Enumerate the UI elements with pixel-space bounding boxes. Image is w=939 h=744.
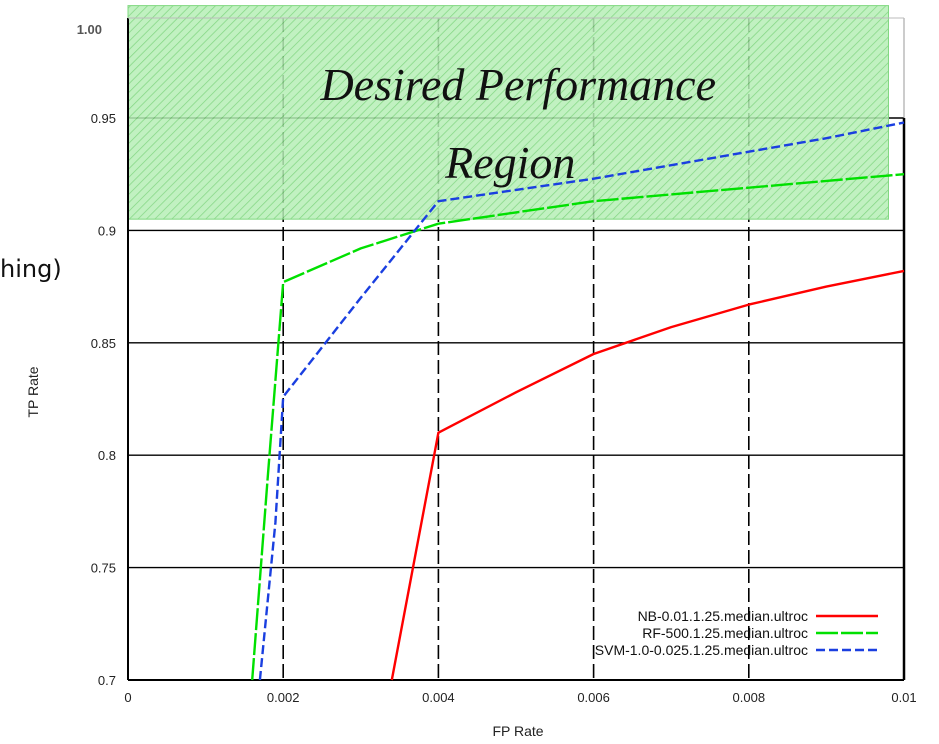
region-annotation-line-1: Desired Performance [319, 59, 716, 110]
y-tick-label: 0.85 [91, 336, 116, 351]
series-line-2 [251, 173, 905, 681]
stray-text: hing) [0, 255, 62, 283]
x-tick-label: 0.01 [891, 690, 916, 705]
legend-label-2: RF-500.1.25.median.ultroc [642, 625, 808, 641]
y-tick-label: 0.7 [98, 673, 116, 688]
series-line-3 [258, 121, 905, 681]
x-tick-label: 0.006 [577, 690, 610, 705]
y-tick-label-extra: 1.00 [77, 22, 102, 37]
y-tick-label: 0.8 [98, 448, 116, 463]
desired-region-highlight [127, 5, 889, 220]
legend-label-3: SVM-1.0-0.025.1.25.median.ultroc [595, 642, 808, 658]
y-tick-label: 0.9 [98, 223, 116, 238]
x-tick-label: 0.002 [267, 690, 300, 705]
legend-label-1: NB-0.01.1.25.median.ultroc [638, 608, 808, 624]
series-line-1 [390, 269, 905, 681]
y-tick-label: 0.95 [91, 111, 116, 126]
x-axis-title: FP Rate [492, 723, 543, 739]
y-tick-label: 0.75 [91, 561, 116, 576]
x-tick-label: 0.008 [733, 690, 766, 705]
region-annotation-line-2: Region [444, 137, 575, 188]
x-tick-label: 0 [124, 690, 131, 705]
x-tick-label: 0.004 [422, 690, 455, 705]
y-axis-title: TP Rate [25, 366, 41, 417]
